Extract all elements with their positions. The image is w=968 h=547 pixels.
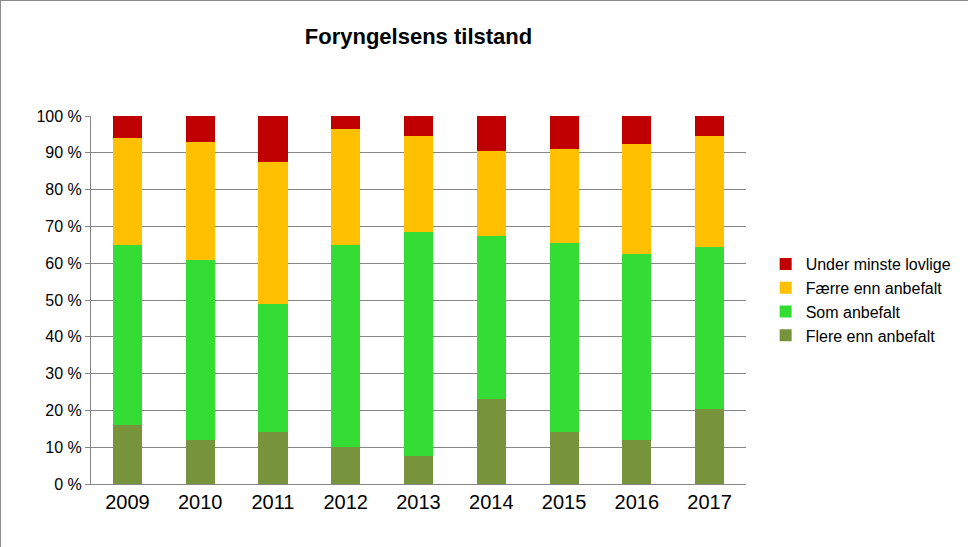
svg-text:70 %: 70 % (45, 218, 81, 235)
svg-text:2016: 2016 (615, 491, 660, 513)
svg-text:2013: 2013 (396, 491, 441, 513)
svg-text:2011: 2011 (251, 491, 294, 513)
svg-text:50 %: 50 % (45, 292, 81, 309)
svg-text:Færre enn anbefalt: Færre enn anbefalt (806, 280, 943, 297)
svg-text:0 %: 0 % (54, 476, 82, 493)
svg-text:Som anbefalt: Som anbefalt (806, 304, 901, 321)
svg-text:2009: 2009 (105, 491, 150, 513)
svg-text:30 %: 30 % (45, 365, 81, 382)
svg-text:Flere enn anbefalt: Flere enn anbefalt (806, 328, 936, 345)
svg-text:Foryngelsens tilstand: Foryngelsens tilstand (305, 24, 532, 49)
svg-text:20 %: 20 % (45, 402, 81, 419)
svg-text:2015: 2015 (542, 491, 587, 513)
svg-text:2014: 2014 (469, 491, 514, 513)
svg-text:2017: 2017 (687, 491, 732, 513)
svg-text:100 %: 100 % (36, 108, 81, 125)
svg-text:2010: 2010 (178, 491, 223, 513)
svg-text:40 %: 40 % (45, 328, 81, 345)
svg-text:90 %: 90 % (45, 144, 81, 161)
svg-text:80 %: 80 % (45, 181, 81, 198)
svg-text:2012: 2012 (323, 491, 368, 513)
svg-text:60 %: 60 % (45, 255, 81, 272)
svg-text:Under minste lovlige: Under minste lovlige (806, 256, 951, 273)
svg-text:10 %: 10 % (45, 439, 81, 456)
